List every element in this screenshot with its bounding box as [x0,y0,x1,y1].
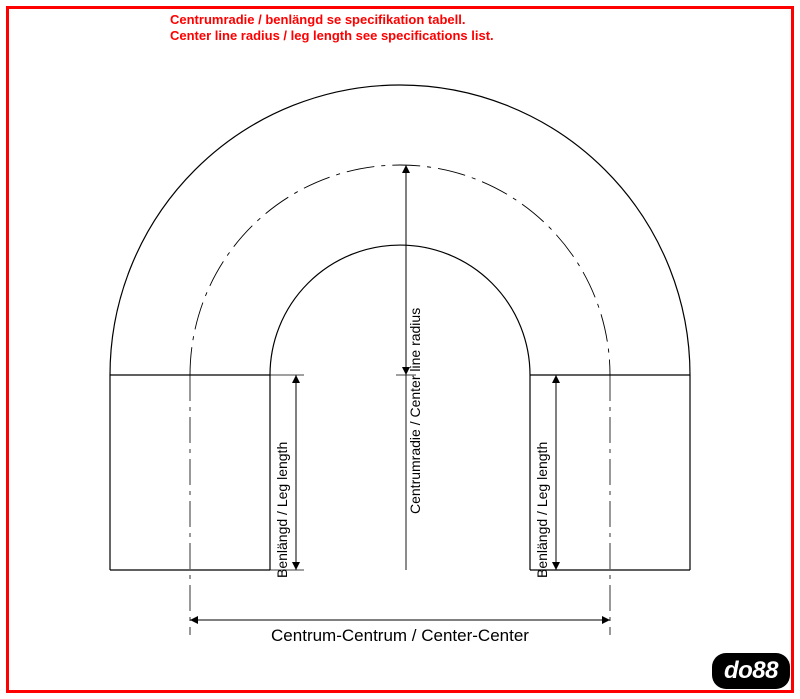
label-center-center: Centrum-Centrum / Center-Center [230,626,570,646]
note-line-2: Center line radius / leg length see spec… [170,28,630,44]
label-left-leg: Benlängd / Leg length [274,442,290,578]
label-center-radius: Centrumradie / Center line radius [407,308,423,514]
note-line-1: Centrumradie / benlängd se specifikation… [170,12,630,28]
brand-logo: do88 [712,653,790,689]
specification-note: Centrumradie / benlängd se specifikation… [170,12,630,45]
outer-frame [6,6,794,693]
label-right-leg: Benlängd / Leg length [534,442,550,578]
